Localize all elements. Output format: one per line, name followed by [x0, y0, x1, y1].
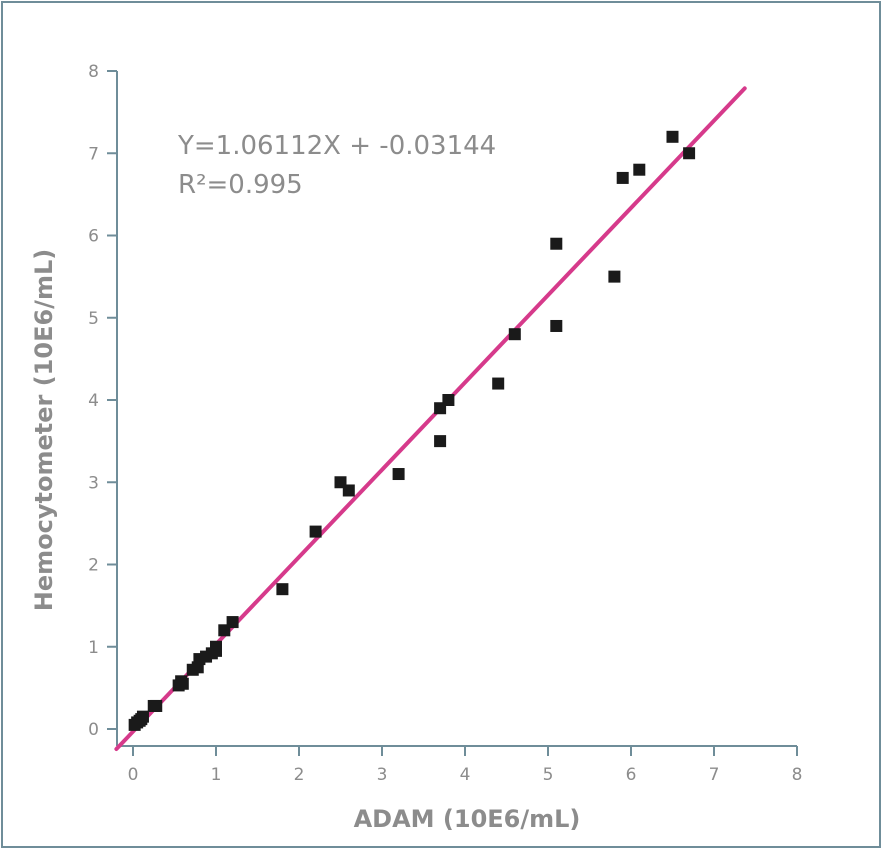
data-point — [550, 237, 563, 250]
data-point — [434, 435, 447, 448]
regression-line — [114, 86, 747, 752]
y-axis-title: Hemocytometer (10E6/mL) — [30, 249, 58, 611]
data-point — [136, 710, 149, 723]
axes: 0 1 2 3 4 5 6 7 8 0 1 2 3 4 5 6 7 8 — [88, 62, 802, 785]
y-tick-label: 1 — [88, 638, 99, 658]
y-tick-label: 4 — [88, 391, 99, 411]
regression-equation: Y=1.06112X + -0.03144 — [177, 131, 496, 161]
y-tick-label: 5 — [88, 309, 99, 329]
data-point — [176, 677, 189, 690]
data-point — [442, 394, 455, 406]
data-point — [392, 468, 405, 481]
data-point — [633, 163, 646, 176]
data-point — [276, 583, 289, 596]
x-tick-label: 1 — [211, 765, 222, 785]
x-tick-label: 6 — [626, 765, 637, 785]
data-point — [550, 319, 563, 332]
y-tick-label: 7 — [88, 144, 99, 164]
x-tick-label: 8 — [792, 765, 803, 785]
data-point — [342, 484, 355, 497]
x-axis-title: ADAM (10E6/mL) — [354, 805, 581, 833]
fit-line-layer — [114, 86, 747, 752]
data-point — [616, 171, 629, 184]
data-point — [666, 130, 679, 143]
x-tick-label: 4 — [460, 765, 471, 785]
x-tick-label: 5 — [543, 765, 554, 785]
x-tick-label: 7 — [709, 765, 720, 785]
data-point — [683, 147, 696, 160]
data-point — [226, 616, 239, 629]
y-tick-label: 6 — [88, 227, 99, 247]
y-tick-label: 3 — [88, 473, 99, 493]
data-point — [492, 377, 505, 390]
data-point — [508, 328, 521, 341]
x-tick-label: 3 — [377, 765, 388, 785]
data-point — [210, 640, 222, 653]
r-squared-label: R²=0.995 — [178, 170, 303, 200]
x-tick-label: 0 — [128, 765, 139, 785]
data-point — [608, 270, 621, 283]
data-point — [309, 525, 322, 538]
y-tick-label: 0 — [88, 720, 99, 740]
y-tick-label: 8 — [88, 62, 99, 82]
x-tick-label: 2 — [294, 765, 305, 785]
data-point — [150, 699, 163, 712]
points-layer — [128, 130, 696, 731]
y-tick-label: 2 — [88, 556, 99, 576]
